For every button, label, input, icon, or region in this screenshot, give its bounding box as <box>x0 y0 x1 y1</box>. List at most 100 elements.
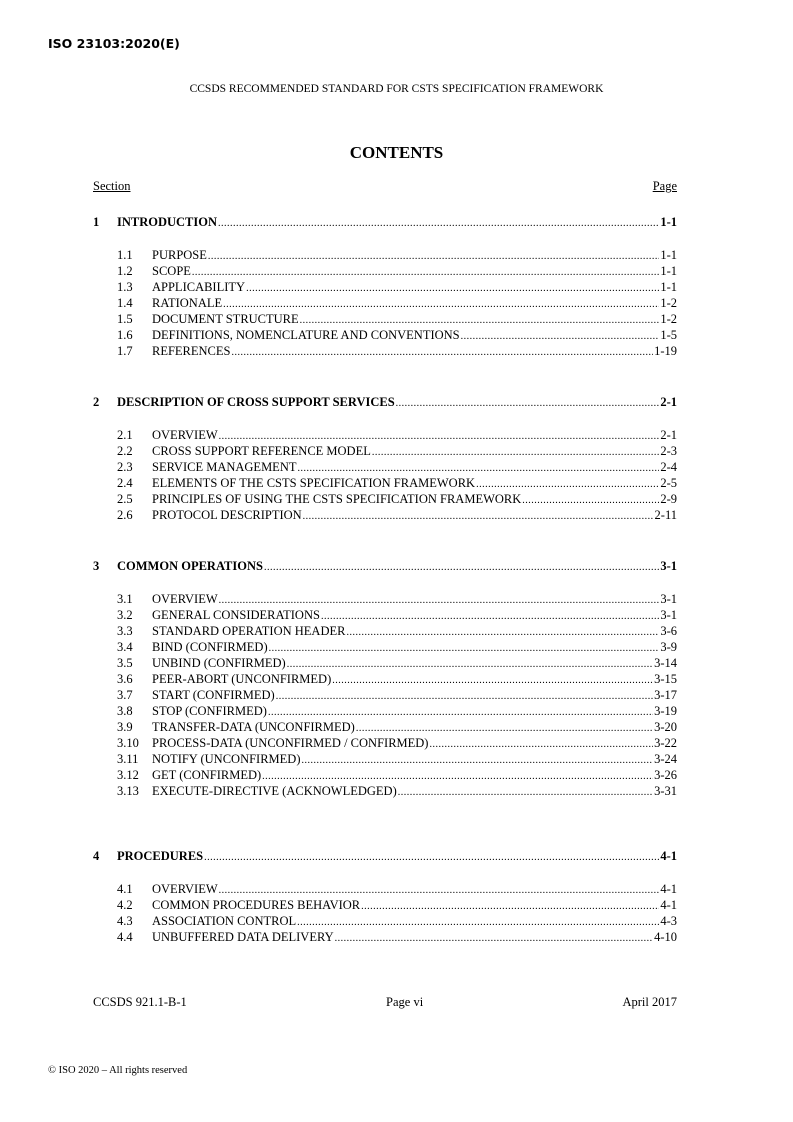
section-column-label: Section <box>93 179 131 193</box>
entry-title: PROCEDURES <box>117 849 204 863</box>
entry-number: 3.2 <box>117 608 133 622</box>
entry-page: 3-1 <box>660 592 677 606</box>
toc-section-entry[interactable]: 1.5 DOCUMENT STRUCTURE 1-2 <box>93 311 677 327</box>
entry-page: 3-17 <box>654 688 677 702</box>
toc-section-entry[interactable]: 3.13 EXECUTE-DIRECTIVE (ACKNOWLEDGED) 3-31 <box>93 783 677 799</box>
entry-number: 4 <box>93 849 100 863</box>
entry-page: 2-9 <box>660 492 677 506</box>
entry-page: 4-1 <box>660 898 677 912</box>
entry-page: 2-3 <box>660 444 677 458</box>
toc-section-entry[interactable]: 4.3 ASSOCIATION CONTROL 4-3 <box>93 913 677 929</box>
entry-page: 3-9 <box>660 640 677 654</box>
toc-section-entry[interactable]: 1.4 RATIONALE 1-2 <box>93 295 677 311</box>
entry-number: 1.7 <box>117 344 133 358</box>
entry-title: EXECUTE-DIRECTIVE (ACKNOWLEDGED) <box>152 784 397 798</box>
toc-section-entry[interactable]: 1.3 APPLICABILITY 1-1 <box>93 279 677 295</box>
entry-number: 3.11 <box>117 752 139 766</box>
page-footer: CCSDS 921.1-B-1 Page vi April 2017 <box>93 995 677 1010</box>
entry-page: 3-1 <box>660 608 677 622</box>
entry-page: 1-5 <box>660 328 677 342</box>
toc-section-entry[interactable]: 3.9 TRANSFER-DATA (UNCONFIRMED) 3-20 <box>93 719 677 735</box>
toc-section-entry[interactable]: 3.11 NOTIFY (UNCONFIRMED) 3-24 <box>93 751 677 767</box>
toc-section-entry[interactable]: 3.5 UNBIND (CONFIRMED) 3-14 <box>93 655 677 671</box>
dot-leader <box>335 929 653 947</box>
toc-section-entry[interactable]: 2.4 ELEMENTS OF THE CSTS SPECIFICATION FR… <box>93 475 677 491</box>
toc-section-entry[interactable]: 2.6 PROTOCOL DESCRIPTION 2-11 <box>93 507 677 523</box>
entry-page: 3-19 <box>654 704 677 718</box>
toc-section-entry[interactable]: 3.7 START (CONFIRMED) 3-17 <box>93 687 677 703</box>
toc-section-entry[interactable]: 2.5 PRINCIPLES OF USING THE CSTS SPECIFIC… <box>93 491 677 507</box>
entry-number: 3.3 <box>117 624 133 638</box>
toc-section-entry[interactable]: 4.2 COMMON PROCEDURES BEHAVIOR 4-1 <box>93 897 677 913</box>
entry-title: SERVICE MANAGEMENT <box>152 460 297 474</box>
running-header: CCSDS RECOMMENDED STANDARD FOR CSTS SPEC… <box>189 83 604 95</box>
dot-leader <box>264 556 659 578</box>
entry-title: GENERAL CONSIDERATIONS <box>152 608 320 622</box>
toc-chapter: 3 COMMON OPERATIONS 3-1 3.1 OVERVIEW 3-1 3.2 GE… <box>93 556 677 799</box>
toc-section-entry[interactable]: 1.7 REFERENCES 1-19 <box>93 343 677 359</box>
entry-number: 1.5 <box>117 312 133 326</box>
entry-title: STANDARD OPERATION HEADER <box>152 624 346 638</box>
entry-number: 3.9 <box>117 720 133 734</box>
toc-section-entry[interactable]: 2.1 OVERVIEW 2-1 <box>93 427 677 443</box>
toc-section-entry[interactable]: 4.1 OVERVIEW 4-1 <box>93 881 677 897</box>
toc-section-entry[interactable]: 2.3 SERVICE MANAGEMENT 2-4 <box>93 459 677 475</box>
entry-title: APPLICABILITY <box>152 280 246 294</box>
entry-title: UNBIND (CONFIRMED) <box>152 656 286 670</box>
entry-number: 1.3 <box>117 280 133 294</box>
toc-chapter-entry[interactable]: 4 PROCEDURES 4-1 <box>93 846 677 866</box>
document-date: April 2017 <box>622 995 677 1009</box>
toc-section-entry[interactable]: 3.12 GET (CONFIRMED) 3-26 <box>93 767 677 783</box>
toc-section-entry[interactable]: 1.2 SCOPE 1-1 <box>93 263 677 279</box>
entry-title: PROCESS-DATA (UNCONFIRMED / CONFIRMED) <box>152 736 429 750</box>
entry-page: 3-31 <box>654 784 677 798</box>
entry-title: PRINCIPLES OF USING THE CSTS SPECIFICATI… <box>152 492 522 506</box>
entry-title: COMMON OPERATIONS <box>117 559 263 573</box>
page-column-label: Page <box>652 179 677 193</box>
entry-page: 2-4 <box>660 460 677 474</box>
toc-section-entry[interactable]: 1.1 PURPOSE 1-1 <box>93 247 677 263</box>
toc-section-entry[interactable]: 4.4 UNBUFFERED DATA DELIVERY 4-10 <box>93 929 677 945</box>
toc-section-entry[interactable]: 2.2 CROSS SUPPORT REFERENCE MODEL 2-3 <box>93 443 677 459</box>
toc-chapter-entry[interactable]: 2 DESCRIPTION OF CROSS SUPPORT SERVICES 2-… <box>93 392 677 412</box>
toc-section-entry[interactable]: 3.10 PROCESS-DATA (UNCONFIRMED / CONFIRME… <box>93 735 677 751</box>
entry-title: TRANSFER-DATA (UNCONFIRMED) <box>152 720 355 734</box>
entry-number: 1.6 <box>117 328 133 342</box>
entry-number: 3.8 <box>117 704 133 718</box>
entry-title: ASSOCIATION CONTROL <box>152 914 297 928</box>
entry-title: PURPOSE <box>152 248 207 262</box>
entry-number: 1 <box>93 215 100 229</box>
entry-title: STOP (CONFIRMED) <box>152 704 267 718</box>
entry-title: NOTIFY (UNCONFIRMED) <box>152 752 301 766</box>
entry-title: UNBUFFERED DATA DELIVERY <box>152 930 334 944</box>
entry-title: RATIONALE <box>152 296 223 310</box>
entry-number: 1.4 <box>117 296 133 310</box>
toc-section-entry[interactable]: 3.4 BIND (CONFIRMED) 3-9 <box>93 639 677 655</box>
entry-number: 2.2 <box>117 444 133 458</box>
toc-section-entry[interactable]: 3.6 PEER-ABORT (UNCONFIRMED) 3-15 <box>93 671 677 687</box>
toc-section-entry[interactable]: 3.8 STOP (CONFIRMED) 3-19 <box>93 703 677 719</box>
entry-page: 4-1 <box>660 849 677 863</box>
column-headers: Section Page <box>93 179 677 194</box>
toc-section-entry[interactable]: 3.1 OVERVIEW 3-1 <box>93 591 677 607</box>
entry-title: OVERVIEW <box>152 882 218 896</box>
dot-leader <box>232 343 654 361</box>
toc-chapter: 2 DESCRIPTION OF CROSS SUPPORT SERVICES 2-… <box>93 392 677 523</box>
entry-number: 3.6 <box>117 672 133 686</box>
entry-page: 3-1 <box>660 559 677 573</box>
entry-title: OVERVIEW <box>152 592 218 606</box>
entry-page: 2-1 <box>660 395 677 409</box>
entry-title: DEFINITIONS, NOMENCLATURE AND CONVENTION… <box>152 328 460 342</box>
iso-header: ISO 23103:2020(E) <box>48 36 180 51</box>
entry-page: 3-26 <box>654 768 677 782</box>
toc-section-entry[interactable]: 3.3 STANDARD OPERATION HEADER 3-6 <box>93 623 677 639</box>
entry-page: 4-10 <box>654 930 677 944</box>
toc-chapter-entry[interactable]: 1 INTRODUCTION 1-1 <box>93 212 677 232</box>
entry-number: 4.3 <box>117 914 133 928</box>
toc-section-entry[interactable]: 3.2 GENERAL CONSIDERATIONS 3-1 <box>93 607 677 623</box>
toc-section-entry[interactable]: 1.6 DEFINITIONS, NOMENCLATURE AND CONVENT… <box>93 327 677 343</box>
entry-page: 1-19 <box>654 344 677 358</box>
entry-page: 4-3 <box>660 914 677 928</box>
toc-chapter-entry[interactable]: 3 COMMON OPERATIONS 3-1 <box>93 556 677 576</box>
entry-title: DOCUMENT STRUCTURE <box>152 312 299 326</box>
